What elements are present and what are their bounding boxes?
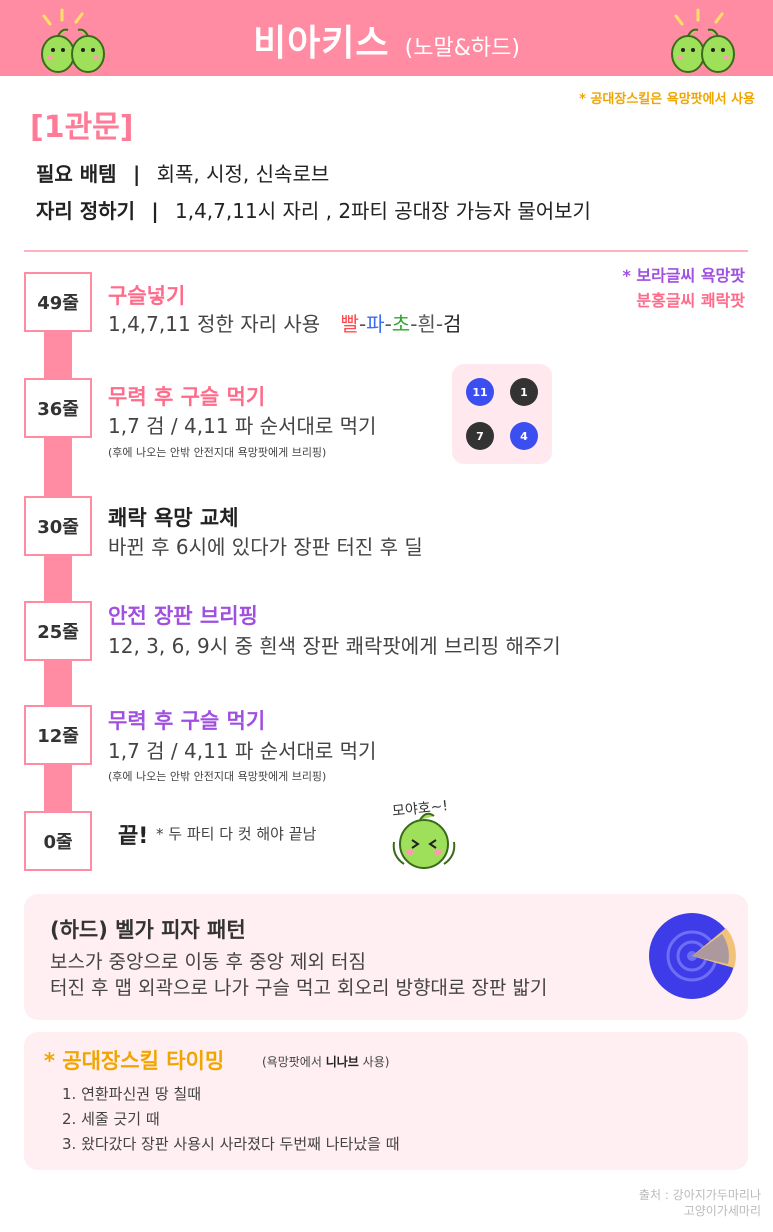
raid-name: 비아키스 — [253, 23, 390, 64]
required-items-label: 필요 배템 — [36, 162, 117, 186]
page-title: 비아키스 (노말&하드) — [0, 14, 773, 66]
position-diagram: 11 1 7 4 — [452, 364, 552, 464]
hard-pattern-line: 보스가 중앙으로 이동 후 중앙 제외 터짐 — [50, 951, 366, 973]
step-desc-text: 1,4,7,11 정한 자리 사용 — [108, 312, 321, 336]
step-description: 1,4,7,11 정한 자리 사용 빨-파-초-흰-검 — [108, 308, 461, 337]
leader-skill-sub-highlight: 니나브 — [325, 1055, 359, 1069]
mascot-right-icon — [671, 8, 735, 73]
position-dot: 1 — [510, 378, 538, 406]
step-title: 쾌락 욕망 교체 — [108, 506, 239, 530]
leader-skill-sub-prefix: (욕망팟에서 — [262, 1055, 322, 1069]
step-description: 1,7 검 / 4,11 파 순서대로 먹기 — [108, 739, 377, 763]
leader-skill-sub-suffix: 사용) — [362, 1055, 390, 1069]
orb-color-dash: - — [384, 312, 392, 336]
leader-skill-item: 3. 왔다갔다 장판 사용시 사라졌다 두번째 나타났을 때 — [62, 1135, 400, 1153]
timeline-label: 30줄 — [24, 496, 92, 556]
step-note: (후에 나오는 안밖 안전지대 욕망팟에게 브리핑) — [108, 446, 327, 459]
seat-line: 자리 정하기 | 1,4,7,11시 자리 , 2파티 공대장 가능자 물어보기 — [36, 195, 591, 224]
position-dot: 11 — [466, 378, 494, 406]
raid-difficulty: (노말&하드) — [404, 36, 520, 61]
step-description: 12, 3, 6, 9시 중 흰색 장판 쾌락팟에게 브리핑 해주기 — [108, 634, 561, 658]
timeline-label: 0줄 — [24, 811, 92, 871]
leader-skill-card — [24, 1032, 748, 1170]
position-dot: 7 — [466, 422, 494, 450]
leader-skill-item: 1. 연환파신권 땅 칠때 — [62, 1085, 202, 1103]
orb-color-blue: 파 — [366, 312, 385, 336]
seat-separator: | — [151, 199, 159, 223]
orb-color-green: 초 — [391, 312, 411, 336]
leader-skill-note: * 공대장스킬은 욕망팟에서 사용 — [579, 92, 755, 107]
end-title: 끝! — [118, 824, 149, 849]
mascot-left-icon — [41, 8, 105, 73]
header-banner — [0, 0, 773, 76]
orb-color-sequence: 빨-파-초-흰-검 — [341, 312, 462, 336]
hard-pattern-card — [24, 894, 748, 1020]
timeline-label: 36줄 — [24, 378, 92, 438]
seat-label: 자리 정하기 — [36, 199, 135, 223]
orb-color-black: 검 — [443, 312, 462, 336]
required-items-line: 필요 배템 | 회폭, 시정, 신속로브 — [36, 158, 329, 187]
credit-line: 고양이가세마리 — [683, 1204, 761, 1218]
stage-title: [1관문] — [30, 110, 134, 145]
hard-pattern-title: (하드) 벨가 피자 패턴 — [50, 918, 246, 942]
required-items-separator: | — [132, 162, 141, 186]
pizza-pattern-icon — [649, 913, 736, 999]
required-items-value: 회폭, 시정, 신속로브 — [156, 162, 330, 186]
step-title: 무력 후 구슬 먹기 — [108, 385, 266, 409]
timeline-label: 49줄 — [24, 272, 92, 332]
step-description: 바뀐 후 6시에 있다가 장판 터진 후 딜 — [108, 535, 423, 559]
divider — [24, 250, 748, 252]
leader-skill-item: 2. 세줄 긋기 때 — [62, 1110, 160, 1128]
orb-color-dash: - — [358, 312, 367, 336]
step-title: 구슬넣기 — [108, 284, 186, 308]
credit-line: 출처 : 강아지가두마리나 — [638, 1188, 761, 1202]
timeline-label: 12줄 — [24, 705, 92, 765]
timeline-label: 25줄 — [24, 601, 92, 661]
orb-color-dash: - — [435, 312, 444, 336]
orb-color-white: 흰 — [417, 312, 436, 336]
orb-color-red: 빨 — [340, 312, 359, 336]
legend-pink: 분홍글씨 쾌락팟 — [636, 291, 745, 310]
step-description: 1,7 검 / 4,11 파 순서대로 먹기 — [108, 414, 377, 438]
position-dot: 4 — [510, 422, 538, 450]
step-note: (후에 나오는 안밖 안전지대 욕망팟에게 브리핑) — [108, 770, 327, 783]
leader-skill-title: * 공대장스킬 타이밍 — [44, 1049, 225, 1073]
step-title: 무력 후 구슬 먹기 — [108, 709, 266, 733]
hard-pattern-line: 터진 후 맵 외곽으로 나가 구슬 먹고 회오리 방향대로 장판 밟기 — [50, 977, 548, 999]
end-note: * 두 파티 다 컷 해야 끝남 — [156, 825, 317, 843]
mascot-cheer-icon — [392, 812, 456, 869]
legend-purple: * 보라글씨 욕망팟 — [622, 266, 745, 285]
orb-color-dash: - — [410, 312, 418, 336]
leader-skill-subtitle: (욕망팟에서 니나브 사용) — [262, 1053, 389, 1070]
step-title: 안전 장판 브리핑 — [108, 604, 258, 628]
seat-value: 1,4,7,11시 자리 , 2파티 공대장 가능자 물어보기 — [175, 199, 591, 223]
